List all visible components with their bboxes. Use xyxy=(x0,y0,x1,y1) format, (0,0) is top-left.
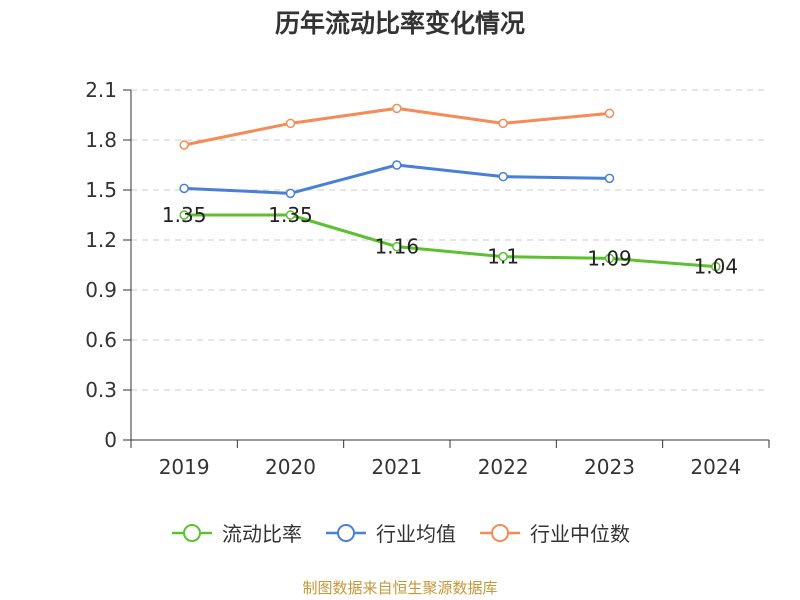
y-tick-label: 0.6 xyxy=(85,328,117,352)
y-tick-label: 1.5 xyxy=(85,178,117,202)
data-label: 1.35 xyxy=(268,203,313,227)
series-point-0 xyxy=(604,253,615,264)
data-label: 1.09 xyxy=(587,246,632,270)
series-point-2 xyxy=(285,118,296,129)
series-point-1 xyxy=(285,188,296,199)
y-tick-label: 0.9 xyxy=(85,278,117,302)
chart-title: 历年流动比率变化情况 xyxy=(274,9,525,38)
series-line-0 xyxy=(184,213,716,269)
legend-label-industry-median: 行业中位数 xyxy=(530,522,630,546)
x-tick-label: 2023 xyxy=(584,455,635,479)
grid-lines xyxy=(131,89,769,391)
data-label: 1.1 xyxy=(487,245,519,269)
series-point-1 xyxy=(604,173,615,184)
series-point-0 xyxy=(179,210,189,220)
y-tick-label: 1.8 xyxy=(85,128,117,152)
series-point-2 xyxy=(498,118,508,129)
y-tick-label: 0.3 xyxy=(85,378,117,402)
series-point-2 xyxy=(392,103,402,114)
series-point-2 xyxy=(179,140,189,150)
data-label: 1.16 xyxy=(375,235,420,259)
legend-symbol-industry-median xyxy=(480,523,520,542)
x-tick-label: 2020 xyxy=(265,455,316,479)
data-label: 1.04 xyxy=(694,255,739,279)
series-lines xyxy=(179,103,721,272)
data-label: 1.35 xyxy=(162,203,207,227)
legend-label-industry-mean: 行业均值 xyxy=(376,522,456,546)
y-tick-label: 2.1 xyxy=(85,78,117,102)
series-point-0 xyxy=(285,210,296,220)
x-tick-label: 2019 xyxy=(159,455,210,479)
legend-item-industry-median[interactable]: 行业中位数 xyxy=(478,518,630,547)
series-point-2 xyxy=(604,108,615,119)
data-labels: 1.35 1.35 1.16 1.1 1.09 1.04 xyxy=(162,203,738,279)
series-point-0 xyxy=(711,261,721,272)
x-tick-label: 2024 xyxy=(690,455,741,479)
x-tick-label: 2021 xyxy=(371,455,422,479)
data-source-note: 制图数据来自恒生聚源数据库 xyxy=(302,579,498,597)
series-point-1 xyxy=(179,183,189,194)
legend-item-industry-mean[interactable]: 行业均值 xyxy=(324,518,456,547)
series-point-1 xyxy=(392,160,402,170)
series-point-0 xyxy=(392,241,402,252)
legend-label-current-ratio: 流动比率 xyxy=(222,522,302,546)
y-tick-label: 0 xyxy=(104,428,117,452)
legend: 流动比率 行业均值 行业中位数 xyxy=(0,518,800,547)
legend-item-current-ratio[interactable]: 流动比率 xyxy=(170,518,302,547)
series-point-0 xyxy=(498,251,508,262)
series-point-1 xyxy=(498,171,508,182)
y-tick-label: 1.2 xyxy=(85,228,117,252)
legend-symbol-current-ratio xyxy=(172,523,212,542)
axes: 0 0.3 0.6 0.9 1.2 1.5 1.8 2.1 2019 2020 2021 2022 20… xyxy=(85,78,770,479)
legend-symbol-industry-mean xyxy=(326,523,366,542)
x-tick-label: 2022 xyxy=(478,455,529,479)
